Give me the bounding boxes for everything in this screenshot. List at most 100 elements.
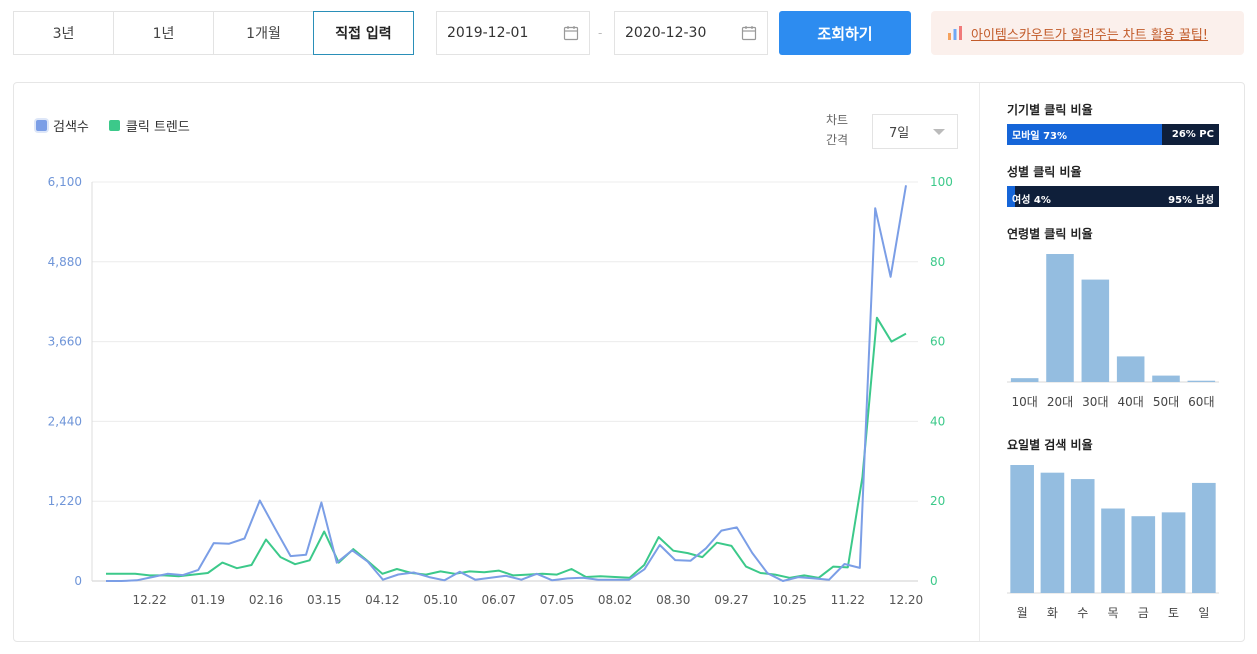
- x-tick-label: 04.12: [365, 593, 399, 607]
- y-left-tick-label: 0: [74, 574, 82, 588]
- bar[interactable]: [1187, 380, 1216, 382]
- tab-custom-input[interactable]: 직접 입력: [313, 11, 414, 55]
- search-button[interactable]: 조회하기: [779, 11, 911, 55]
- tab-1-year[interactable]: 1년: [114, 12, 214, 54]
- interval-label-line2: 간격: [826, 133, 849, 147]
- tip-link[interactable]: 아이템스카우트가 알려주는 차트 활용 꿀팁!: [971, 27, 1209, 43]
- start-date-value: 2019-12-01: [447, 25, 529, 41]
- device-ratio-bar: 모바일 73% 26% PC: [1007, 124, 1219, 145]
- interval-label-line1: 차트: [826, 113, 849, 127]
- x-tick-label: 11.22: [831, 593, 865, 607]
- bar[interactable]: [1152, 375, 1180, 382]
- bar-category-label: 60대: [1188, 395, 1214, 409]
- tab-3-years[interactable]: 3년: [14, 12, 114, 54]
- weekday-ratio-title: 요일별 검색 비율: [1007, 438, 1093, 452]
- end-date-input[interactable]: 2020-12-30: [614, 11, 768, 55]
- y-right-tick-label: 100: [930, 175, 953, 189]
- tip-banner[interactable]: 아이템스카우트가 알려주는 차트 활용 꿀팁!: [931, 11, 1244, 55]
- bar[interactable]: [1046, 254, 1074, 382]
- bar[interactable]: [1081, 279, 1110, 382]
- bar[interactable]: [1161, 512, 1186, 593]
- calendar-icon[interactable]: [741, 25, 757, 41]
- female-label: 여성 4%: [1012, 195, 1051, 206]
- gender-ratio-title: 성별 클릭 비율: [1007, 165, 1082, 179]
- bar-category-label: 화: [1047, 606, 1058, 620]
- bar-category-label: 수: [1077, 606, 1088, 620]
- interval-select[interactable]: 7일: [872, 114, 958, 149]
- trend-line-chart: 0 0 1,220 20 2,440 40 3,660 60 4,880 80 6,100 100 12…: [48, 175, 953, 607]
- x-tick-label: 08.02: [598, 593, 632, 607]
- bar-category-label: 20대: [1047, 395, 1073, 409]
- y-right-tick-label: 40: [930, 414, 945, 428]
- date-separator: -: [598, 26, 603, 40]
- bar-category-label: 40대: [1118, 395, 1144, 409]
- x-tick-label: 08.30: [656, 593, 690, 607]
- calendar-icon[interactable]: [563, 25, 579, 41]
- y-right-tick-label: 60: [930, 335, 945, 349]
- y-left-tick-label: 6,100: [48, 175, 82, 189]
- trend-panel: 검색수 클릭 트렌드 차트 간격 7일 0 0 1,220 20 2,440 40 3,66…: [13, 82, 1245, 642]
- x-tick-label: 12.22: [132, 593, 166, 607]
- device-ratio-title: 기기별 클릭 비율: [1007, 103, 1093, 117]
- y-left-tick-label: 1,220: [48, 494, 82, 508]
- y-left-tick-label: 2,440: [48, 414, 82, 428]
- age-bar-chart: 10대 20대 30대 40대 50대 60대: [1007, 254, 1219, 409]
- gender-ratio-bar: 여성 4% 95% 남성: [1007, 186, 1219, 207]
- male-label: 95% 남성: [1168, 195, 1214, 206]
- chevron-down-icon: [933, 129, 945, 135]
- bar-category-label: 10대: [1012, 395, 1038, 409]
- bar-category-label: 목: [1107, 606, 1118, 620]
- bar[interactable]: [1131, 516, 1156, 593]
- bar[interactable]: [1192, 482, 1216, 593]
- pc-label: 26% PC: [1171, 129, 1214, 140]
- legend-label: 클릭 트렌드: [125, 120, 190, 135]
- legend-click-trend[interactable]: 클릭 트렌드: [108, 116, 190, 135]
- pc-segment: 26% PC: [1161, 124, 1219, 145]
- y-right-tick-label: 0: [930, 574, 938, 588]
- interval-label: 차트 간격: [826, 110, 848, 150]
- bar[interactable]: [1010, 378, 1039, 382]
- mobile-label: 모바일 73%: [1012, 131, 1068, 142]
- side-stats: 기기별 클릭 비율 모바일 73% 26% PC 성별 클릭 비율 여성 4% …: [1007, 101, 1219, 633]
- bar[interactable]: [1040, 472, 1065, 593]
- chart-legend: 검색수 클릭 트렌드: [36, 116, 190, 135]
- y-right-tick-label: 20: [930, 494, 945, 508]
- end-date-value: 2020-12-30: [625, 25, 707, 41]
- legend-search-count[interactable]: 검색수: [36, 116, 89, 135]
- legend-label: 검색수: [53, 120, 89, 135]
- y-left-tick-label: 4,880: [48, 255, 82, 269]
- series-line-click-trend[interactable]: [106, 316, 907, 579]
- trend-chart-area: 검색수 클릭 트렌드 차트 간격 7일 0 0 1,220 20 2,440 40 3,66…: [14, 83, 980, 641]
- bar[interactable]: [1010, 465, 1034, 593]
- series-line-search-count[interactable]: [106, 185, 907, 582]
- female-segment: [1007, 186, 1016, 207]
- legend-swatch: [36, 120, 47, 131]
- y-left-tick-label: 3,660: [48, 335, 82, 349]
- bar-category-label: 금: [1138, 606, 1149, 620]
- x-tick-label: 06.07: [482, 593, 516, 607]
- bar[interactable]: [1070, 479, 1095, 593]
- tab-1-month[interactable]: 1개월: [214, 12, 314, 54]
- bar-category-label: 월: [1017, 606, 1028, 620]
- interval-value: 7일: [889, 126, 910, 141]
- bar[interactable]: [1116, 356, 1145, 382]
- start-date-input[interactable]: 2019-12-01: [436, 11, 590, 55]
- x-tick-label: 09.27: [714, 593, 748, 607]
- y-right-tick-label: 80: [930, 255, 945, 269]
- x-tick-label: 12.20: [889, 593, 923, 607]
- legend-swatch: [108, 120, 120, 131]
- bar[interactable]: [1101, 508, 1125, 593]
- x-tick-label: 03.15: [307, 593, 341, 607]
- mobile-segment: 모바일 73%: [1007, 124, 1162, 145]
- x-tick-label: 05.10: [423, 593, 457, 607]
- bar-category-label: 50대: [1153, 395, 1179, 409]
- x-tick-label: 07.05: [540, 593, 574, 607]
- x-tick-label: 01.19: [191, 593, 225, 607]
- bar-category-label: 일: [1198, 606, 1209, 620]
- range-tabs: 3년 1년 1개월 직접 입력: [13, 11, 414, 55]
- x-tick-label: 02.16: [249, 593, 283, 607]
- bar-category-label: 토: [1168, 606, 1179, 620]
- bar-category-label: 30대: [1082, 395, 1108, 409]
- age-ratio-title: 연령별 클릭 비율: [1007, 227, 1093, 241]
